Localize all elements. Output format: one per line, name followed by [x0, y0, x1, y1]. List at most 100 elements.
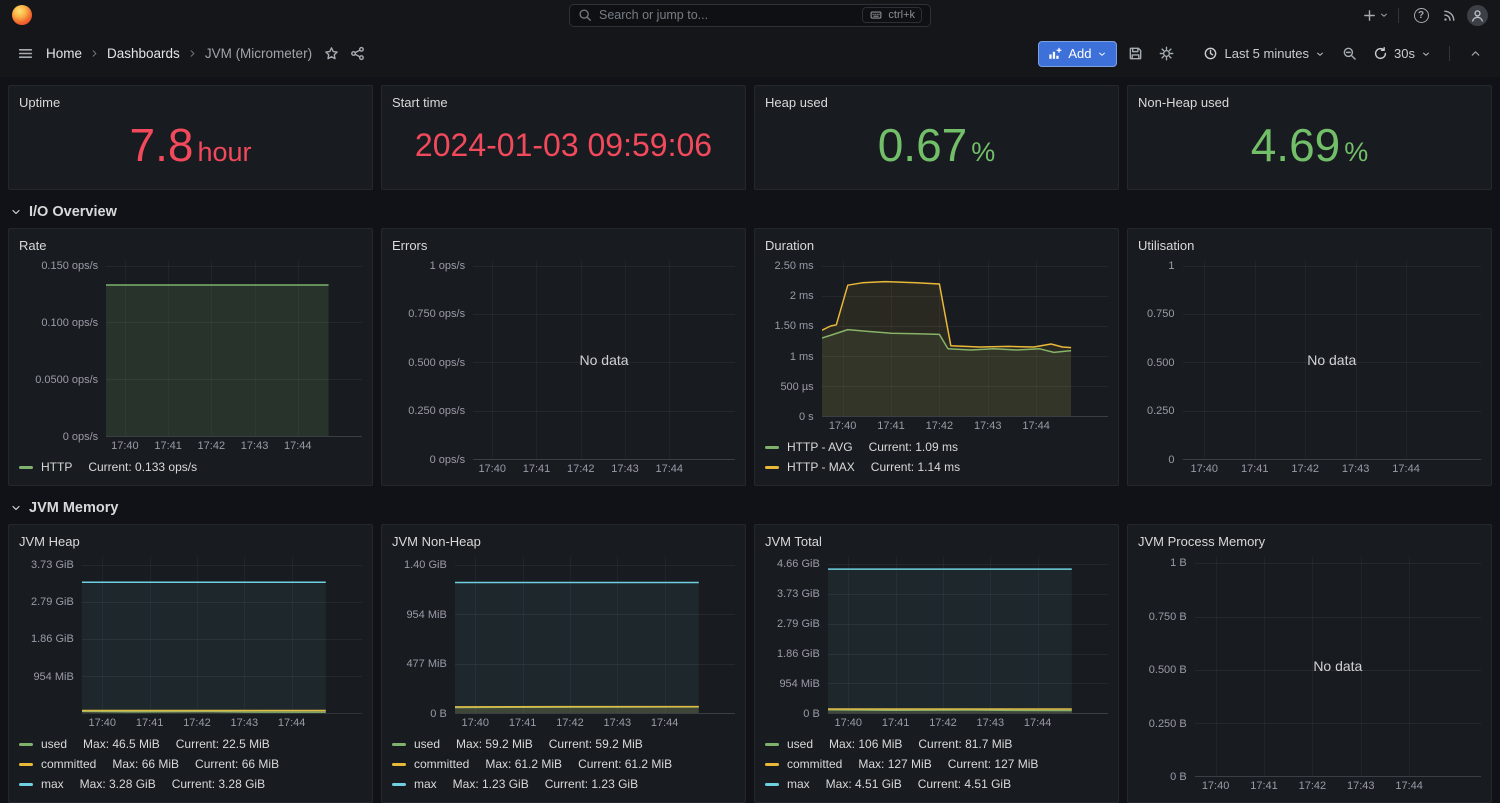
panel-title[interactable]: Rate — [19, 238, 47, 253]
search-placeholder: Search or jump to... — [599, 8, 709, 22]
gridline — [168, 260, 170, 436]
plot-area[interactable] — [454, 556, 735, 714]
stat-row: Uptime 7.8 hour Start time 2024-01-03 09:… — [8, 85, 1492, 190]
gridline — [821, 266, 1108, 267]
y-tick-label: 0.150 ops/s — [41, 259, 99, 272]
chart-main: 1.40 GiB 954 MiB 477 MiB 0 B — [392, 556, 735, 720]
dashboard-settings-button[interactable] — [1153, 41, 1179, 67]
x-axis: 17:40 17:41 17:42 17:43 17:44 — [1183, 460, 1482, 477]
collapse-toolbar-button[interactable] — [1462, 41, 1488, 67]
plot-area[interactable] — [81, 556, 362, 714]
gridline — [254, 260, 256, 436]
legend-stat: Max: 4.51 GiB — [825, 777, 902, 791]
no-data-message: No data — [579, 351, 629, 368]
gridline — [454, 614, 735, 616]
legend-series-name[interactable]: HTTP - AVG — [787, 440, 853, 454]
legend-item[interactable]: used Max: 46.5 MiB Current: 22.5 MiB — [19, 734, 362, 754]
plot-area[interactable]: No data — [1194, 556, 1481, 777]
profile-button[interactable] — [1464, 2, 1490, 28]
x-tick-label: 17:40 — [1201, 780, 1230, 792]
mega-menu-button[interactable] — [12, 41, 38, 67]
legend-series-name[interactable]: max — [41, 777, 64, 791]
panel-title[interactable]: Utilisation — [1138, 238, 1195, 253]
legend-item[interactable]: committed Max: 61.2 MiB Current: 61.2 MiB — [392, 754, 735, 774]
share-button[interactable] — [344, 41, 370, 67]
new-menu-button[interactable] — [1362, 2, 1389, 28]
gridline — [106, 436, 362, 437]
legend-item[interactable]: HTTP Current: 0.133 ops/s — [19, 457, 362, 477]
legend-series-name[interactable]: used — [41, 737, 68, 751]
x-tick-label: 17:41 — [135, 717, 164, 729]
refresh-picker[interactable]: 30s — [1367, 40, 1437, 68]
legend-item[interactable]: max Max: 1.23 GiB Current: 1.23 GiB — [392, 774, 735, 794]
legend-item[interactable]: committed Max: 66 MiB Current: 66 MiB — [19, 754, 362, 774]
chart-body: 1.40 GiB 954 MiB 477 MiB 0 B 17:40 17:41 17:42… — [392, 552, 735, 794]
panel-title[interactable]: Non-Heap used — [1138, 95, 1230, 110]
legend-series-name[interactable]: committed — [41, 757, 97, 771]
panel-title[interactable]: JVM Process Memory — [1138, 534, 1266, 549]
section-io-overview[interactable]: I/O Overview — [8, 196, 1492, 228]
grafana-logo[interactable] — [12, 5, 32, 25]
section-jvm-memory[interactable]: JVM Memory — [8, 492, 1492, 524]
breadcrumb-home[interactable]: Home — [46, 46, 83, 61]
gridline — [1312, 556, 1314, 776]
panel-title[interactable]: Heap used — [765, 95, 828, 110]
legend-series-name[interactable]: committed — [787, 757, 843, 771]
legend-item[interactable]: used Max: 106 MiB Current: 81.7 MiB — [765, 734, 1108, 754]
search-input[interactable]: Search or jump to... ctrl+k — [569, 3, 931, 27]
legend-series-name[interactable]: used — [787, 737, 814, 751]
news-button[interactable] — [1436, 2, 1462, 28]
legend-series-name[interactable]: committed — [414, 757, 470, 771]
y-tick-label: 1.50 ms — [774, 320, 814, 333]
panel-title[interactable]: Start time — [392, 95, 448, 110]
save-dashboard-button[interactable] — [1122, 41, 1148, 67]
y-tick-label: 2.79 GiB — [30, 595, 74, 608]
legend-series-name[interactable]: max — [787, 777, 810, 791]
legend-item[interactable]: used Max: 59.2 MiB Current: 59.2 MiB — [392, 734, 735, 754]
panel-title[interactable]: JVM Total — [765, 534, 822, 549]
legend-item[interactable]: HTTP - MAX Current: 1.14 ms — [765, 457, 1108, 477]
panel-title[interactable]: Errors — [392, 238, 428, 253]
chart-body: 2.50 ms 2 ms 1.50 ms 1 ms 500 µs 0 s 17:40 17:4… — [765, 256, 1108, 477]
x-tick-label: 17:41 — [522, 463, 551, 475]
panel-title[interactable]: Uptime — [19, 95, 61, 110]
breadcrumb-dashboards[interactable]: Dashboards — [107, 46, 180, 61]
legend-series-name[interactable]: max — [414, 777, 437, 791]
time-range-picker[interactable]: Last 5 minutes — [1197, 40, 1331, 68]
legend-series-name[interactable]: used — [414, 737, 441, 751]
add-panel-button[interactable]: Add — [1038, 40, 1118, 67]
panel-title[interactable]: Duration — [765, 238, 815, 253]
gear-icon — [1159, 46, 1174, 61]
legend-series-name[interactable]: HTTP — [41, 460, 73, 474]
x-tick-label: 17:43 — [1346, 780, 1375, 792]
panel-title[interactable]: JVM Heap — [19, 534, 80, 549]
plot-area[interactable]: No data — [1182, 260, 1481, 460]
panel-title[interactable]: JVM Non-Heap — [392, 534, 481, 549]
keyboard-shortcut-badge: ctrl+k — [862, 7, 922, 23]
gridline — [1182, 362, 1481, 364]
plot-area[interactable]: No data — [473, 260, 735, 460]
gridline — [1204, 260, 1206, 459]
favorite-button[interactable] — [318, 41, 344, 67]
y-tick-label: 0.750 — [1146, 308, 1175, 321]
legend-item[interactable]: max Max: 3.28 GiB Current: 3.28 GiB — [19, 774, 362, 794]
plot-area[interactable] — [827, 556, 1108, 714]
y-tick-label: 954 MiB — [406, 608, 447, 621]
plot-area[interactable] — [821, 260, 1108, 417]
legend-series-name[interactable]: HTTP - MAX — [787, 460, 855, 474]
legend-marker — [19, 742, 33, 746]
help-button[interactable]: ? — [1408, 2, 1434, 28]
chevron-right-icon — [89, 48, 100, 59]
chevron-down-icon — [10, 206, 22, 218]
zoom-out-button[interactable] — [1336, 41, 1362, 67]
legend-marker — [19, 465, 33, 469]
legend-marker — [765, 762, 779, 766]
plot-area[interactable] — [106, 260, 362, 437]
legend-stat: Max: 61.2 MiB — [485, 757, 563, 771]
gridline — [890, 260, 892, 416]
legend-item[interactable]: committed Max: 127 MiB Current: 127 MiB — [765, 754, 1108, 774]
legend-item[interactable]: max Max: 4.51 GiB Current: 4.51 GiB — [765, 774, 1108, 794]
keyboard-icon — [870, 11, 882, 19]
legend-item[interactable]: HTTP - AVG Current: 1.09 ms — [765, 437, 1108, 457]
shortcut-label: ctrl+k — [888, 9, 915, 21]
